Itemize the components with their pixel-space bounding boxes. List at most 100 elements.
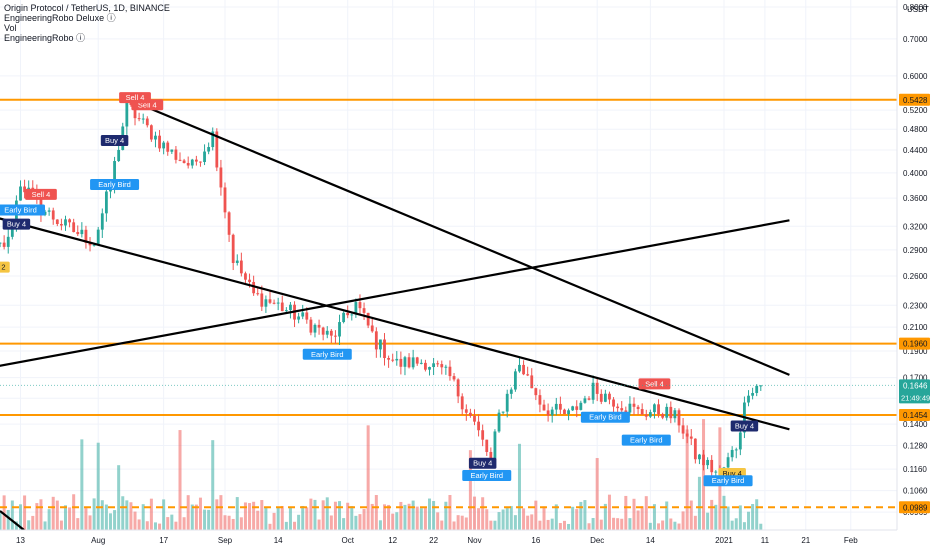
volume-bar: [321, 500, 325, 530]
signal-label-bg: [0, 261, 10, 273]
volume-bar: [370, 503, 374, 530]
candle: [563, 408, 566, 415]
candle: [231, 233, 235, 271]
candle-body: [362, 308, 366, 313]
y-tick-label: 0.2100: [903, 323, 928, 332]
candle: [379, 339, 382, 358]
volume-bar: [284, 521, 288, 530]
volume-bars: [0, 419, 763, 530]
volume-bar: [522, 508, 526, 530]
candle-body: [264, 299, 268, 307]
candle-body: [231, 234, 235, 263]
candle-body: [334, 335, 337, 337]
volume-bar: [481, 497, 485, 530]
volume-bar: [121, 496, 125, 530]
volume-bar: [562, 520, 566, 530]
candle-body: [567, 410, 570, 415]
candle: [0, 242, 2, 248]
candle-body: [276, 302, 280, 304]
volume-bar: [403, 504, 407, 530]
signal-label-bg: [100, 135, 129, 147]
volume-bar: [194, 504, 198, 530]
volume-bar: [534, 500, 538, 530]
candle: [673, 407, 677, 423]
candlesticks: [0, 94, 763, 481]
candle-body: [272, 302, 276, 304]
candle-body: [248, 279, 251, 282]
candle: [162, 140, 166, 155]
candle: [513, 368, 517, 392]
volume-bar: [464, 517, 468, 530]
signal-label-text: Sell 4: [126, 93, 145, 102]
candle: [685, 425, 689, 444]
candle-body: [72, 222, 76, 233]
volume-bar: [84, 508, 88, 530]
candle-body: [522, 364, 525, 375]
candle: [194, 155, 198, 166]
candle: [19, 180, 22, 201]
candle-body: [379, 339, 382, 350]
candle: [419, 359, 423, 365]
candle: [60, 218, 63, 231]
volume-bar: [252, 501, 256, 530]
signal-label-bg: [2, 218, 31, 230]
signal-label: Early Bird: [302, 348, 352, 360]
candle: [174, 146, 178, 164]
indicator-engineeringrobo-deluxe[interactable]: EngineeringRobo Deluxe ⓘ: [4, 13, 116, 23]
volume-bar: [489, 520, 493, 530]
candle: [501, 411, 505, 415]
candle-body: [665, 406, 669, 418]
signal-label-text: Sell 4: [645, 379, 664, 388]
candle-body: [194, 159, 198, 162]
candle-body: [419, 362, 423, 364]
candle-body: [755, 385, 759, 394]
volume-bar: [342, 518, 346, 530]
volume-bar: [309, 498, 313, 530]
candle: [469, 408, 472, 418]
volume-bar: [395, 512, 399, 530]
volume-bar: [505, 507, 509, 530]
volume-bar: [554, 504, 558, 530]
volume-bar: [571, 506, 575, 530]
candle-body: [199, 161, 202, 163]
time-axis[interactable]: 13 Aug 17 Sep 14 Oct 12 22 Nov 16 Dec 14 2021 11 21 Feb: [0, 529, 932, 550]
x-tick-label: 21: [801, 536, 810, 545]
indicator-engineeringrobo[interactable]: EngineeringRobo ⓘ: [4, 33, 86, 43]
candle-body: [219, 167, 223, 188]
volume-bar: [546, 519, 550, 530]
y-tick-label: 0.4000: [903, 169, 928, 178]
volume-bar: [137, 519, 141, 530]
candle: [636, 404, 640, 415]
candle-body: [706, 459, 710, 466]
candle: [403, 355, 407, 376]
volume-bar: [423, 508, 427, 530]
x-tick-label: Dec: [590, 536, 604, 545]
volume-bar: [0, 512, 2, 530]
candle: [436, 360, 440, 367]
volume-bar: [685, 429, 689, 530]
volume-bar: [264, 506, 268, 530]
candle: [391, 353, 395, 363]
candle: [534, 387, 538, 401]
candle-body: [174, 149, 178, 160]
price-axis[interactable]: 0.8000 0.7000 0.6000 0.5200 0.4800 0.4400 0.40…: [896, 0, 932, 550]
candle-body: [542, 404, 546, 411]
candle-body: [203, 151, 206, 163]
volume-bar: [207, 509, 211, 530]
candle: [497, 409, 501, 433]
candle-body: [550, 409, 554, 416]
volume-bar: [415, 506, 419, 530]
candle-body: [186, 162, 190, 166]
candle: [223, 182, 227, 219]
volume-bar: [178, 430, 182, 530]
candle: [407, 353, 411, 369]
candle: [207, 142, 211, 155]
volume-bar: [411, 500, 415, 530]
volume-bar: [722, 495, 726, 530]
y-tick-label: 0.4400: [903, 146, 928, 155]
symbol-title[interactable]: Origin Protocol / TetherUS, 1D, BINANCE: [4, 3, 170, 13]
volume-bar: [579, 501, 583, 530]
indicator-vol[interactable]: Vol: [4, 23, 17, 33]
candle-body: [239, 260, 243, 274]
